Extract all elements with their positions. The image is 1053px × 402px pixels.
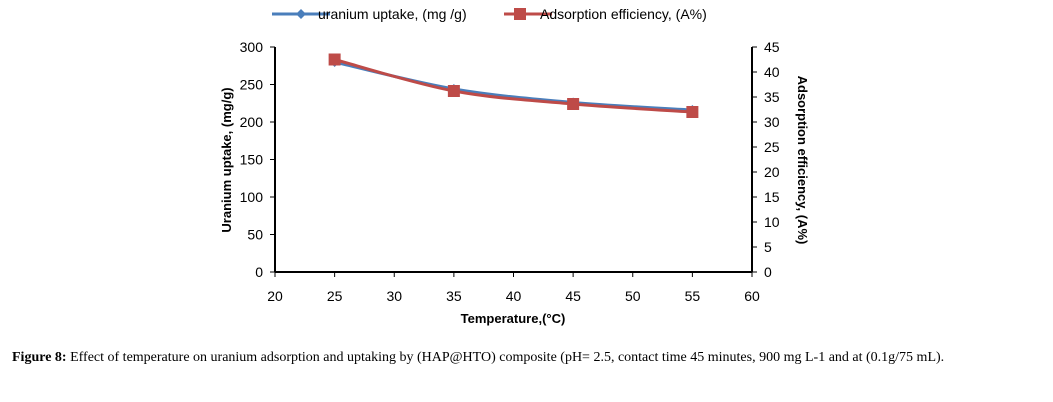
- legend-label-uptake: uranium uptake, (mg /g): [318, 6, 467, 22]
- x-tick-label: 20: [267, 288, 283, 304]
- x-tick-label: 60: [744, 288, 760, 304]
- y-axis-title: Uranium uptake, (mg/g): [219, 87, 234, 232]
- legend-entry-efficiency: Adsorption efficiency, (A%): [504, 6, 707, 22]
- y2-tick-label: 45: [764, 39, 780, 55]
- y2-tick-label: 5: [764, 239, 772, 255]
- x-axis-title: Temperature,(°C): [461, 311, 566, 326]
- y2-tick-label: 40: [764, 64, 780, 80]
- x-tick-label: 45: [565, 288, 581, 304]
- y2-tick-label: 15: [764, 189, 780, 205]
- legend-marker-diamond: [296, 9, 306, 19]
- y2-tick-label: 30: [764, 114, 780, 130]
- y-tick-label: 100: [240, 189, 264, 205]
- legend-label-efficiency: Adsorption efficiency, (A%): [540, 6, 707, 22]
- axes: [274, 47, 753, 273]
- x-tick-label: 50: [625, 288, 641, 304]
- y-tick-label: 250: [240, 77, 264, 93]
- data-point-efficiency: [686, 106, 699, 118]
- y2-tick-label: 20: [764, 164, 780, 180]
- figure-label: Figure 8:: [12, 350, 67, 365]
- legend-marker-square: [514, 8, 526, 20]
- x-tick-label: 35: [446, 288, 462, 304]
- x-tick-label: 55: [685, 288, 701, 304]
- y2-tick-label: 35: [764, 89, 780, 105]
- data-point-efficiency: [328, 53, 341, 66]
- y-tick-label: 50: [247, 227, 263, 243]
- x-tick-label: 25: [327, 288, 343, 304]
- figure-caption-text: Effect of temperature on uranium adsorpt…: [66, 350, 945, 365]
- series-line-efficiency: [334, 58, 693, 114]
- figure-caption: Figure 8: Effect of temperature on urani…: [12, 348, 1047, 367]
- y-tick-label: 200: [240, 114, 264, 130]
- data-point-efficiency: [567, 98, 580, 110]
- series: [328, 53, 699, 118]
- y2-tick-label: 10: [764, 214, 780, 230]
- y2-tick-label: 0: [764, 264, 772, 280]
- legend: uranium uptake, (mg /g) Adsorption effic…: [272, 6, 707, 22]
- legend-entry-uptake: uranium uptake, (mg /g): [272, 6, 467, 22]
- y2-tick-label: 25: [764, 139, 780, 155]
- x-tick-label: 40: [506, 288, 522, 304]
- y-tick-label: 0: [255, 264, 263, 280]
- y-tick-label: 150: [240, 152, 264, 168]
- series-line-uptake: [334, 60, 693, 112]
- chart: uranium uptake, (mg /g) Adsorption effic…: [219, 6, 810, 326]
- x-tick-label: 30: [386, 288, 402, 304]
- ticks: 20 25 30 35 40 45 50 55 600501001502002503000510…: [240, 39, 780, 304]
- data-point-efficiency: [447, 85, 460, 97]
- y-tick-label: 300: [240, 39, 264, 55]
- y2-axis-title: Adsorption efficiency, (A%): [795, 76, 810, 245]
